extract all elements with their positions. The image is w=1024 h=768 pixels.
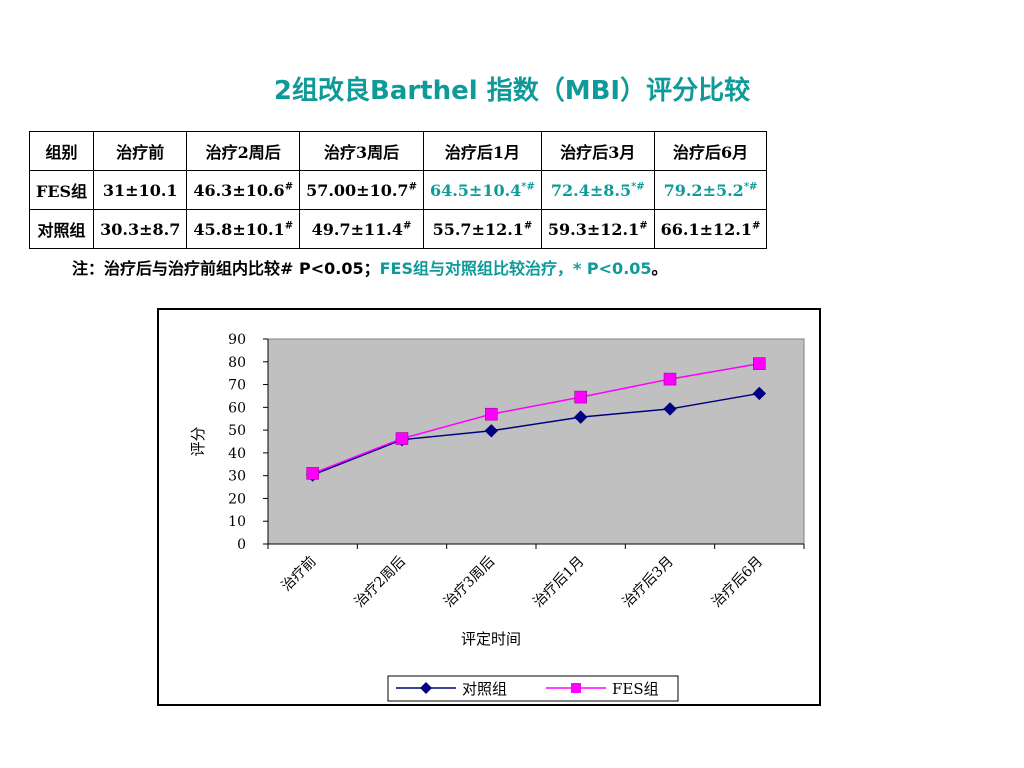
data-point-diamond bbox=[752, 386, 767, 401]
data-point-diamond bbox=[663, 402, 677, 416]
page-title: 2组改良Barthel 指数（MBI）评分比较 bbox=[273, 76, 751, 106]
x-tick-label: 治疗2周后 bbox=[352, 554, 409, 611]
header-cell: 治疗3周后 bbox=[299, 131, 424, 171]
data-point-square bbox=[395, 432, 409, 445]
x-tick-label: 治疗后3月 bbox=[620, 554, 677, 611]
footnote: 注：治疗后与治疗前组内比较# P<0.05；FES组与对照组比较治疗，* P<0… bbox=[72, 255, 668, 279]
series-line bbox=[312, 392, 760, 476]
note-end: 。 bbox=[651, 259, 668, 278]
y-tick-label: 50 bbox=[228, 423, 246, 439]
comparison-table: 组别 治疗前 治疗2周后 治疗3周后 治疗后1月 治疗后3月 治疗后6月 FES… bbox=[28, 131, 768, 249]
table-cell: 66.1±12.1# bbox=[653, 209, 768, 249]
x-tick-label: 治疗后1月 bbox=[530, 554, 587, 611]
legend-marker bbox=[571, 683, 581, 693]
series-layer bbox=[305, 357, 767, 482]
y-tick-label: 0 bbox=[237, 537, 246, 553]
legend-marker bbox=[420, 682, 432, 694]
table-cell: 55.7±12.1# bbox=[422, 209, 542, 249]
x-tick-label: 治疗3周后 bbox=[441, 554, 498, 611]
table-cell: 57.00±10.7# bbox=[299, 170, 424, 210]
table-cell: 31±10.1 bbox=[93, 170, 188, 210]
legend-label: FES组 bbox=[612, 680, 659, 698]
legend: 对照组 FES组 bbox=[387, 675, 679, 702]
chart-frame: 0 10 20 30 40 50 60 70 80 90 治疗前 治疗2周后 治疗3周后 治疗后1月 治疗后… bbox=[157, 308, 821, 706]
table-cell: 49.7±11.4# bbox=[299, 209, 424, 249]
data-point-square bbox=[485, 407, 498, 421]
y-tick-label: 60 bbox=[228, 400, 246, 416]
y-axis-label: 评分 bbox=[189, 426, 207, 456]
table-cell: 45.8±10.1# bbox=[186, 209, 301, 249]
x-axis-label: 评定时间 bbox=[461, 630, 521, 648]
legend-label: 对照组 bbox=[462, 680, 507, 698]
data-point-square bbox=[663, 372, 677, 386]
table-cell: 79.2±5.2*# bbox=[653, 170, 768, 210]
data-point-square bbox=[306, 467, 319, 480]
header-cell: 组别 bbox=[28, 131, 95, 171]
y-tick-label: 10 bbox=[228, 514, 246, 530]
y-tick-label: 70 bbox=[228, 378, 246, 394]
data-point-diamond bbox=[573, 410, 588, 424]
table-cell: 64.5±10.4*# bbox=[422, 170, 542, 210]
data-point-diamond bbox=[484, 424, 499, 438]
table-cell: 59.3±12.1# bbox=[540, 209, 655, 249]
table-cell: 72.4±8.5*# bbox=[540, 170, 655, 210]
note-within-group: 注：治疗后与治疗前组内比较# P<0.05； bbox=[72, 259, 380, 278]
table-cell: 46.3±10.6# bbox=[186, 170, 301, 210]
header-cell: 治疗后3月 bbox=[540, 131, 655, 171]
header-cell: 治疗后6月 bbox=[653, 131, 768, 171]
header-cell: 治疗2周后 bbox=[186, 131, 301, 171]
x-tick-label: 治疗后6月 bbox=[709, 554, 766, 611]
data-point-square bbox=[574, 390, 587, 404]
y-tick-label: 80 bbox=[228, 355, 246, 371]
row-label: FES组 bbox=[28, 170, 95, 210]
y-tick-label: 90 bbox=[228, 332, 246, 348]
y-tick-label: 30 bbox=[228, 469, 246, 485]
y-tick-label: 40 bbox=[228, 446, 246, 462]
note-pvalue: * P<0.05 bbox=[572, 259, 652, 278]
header-cell: 治疗后1月 bbox=[422, 131, 542, 171]
header-cell: 治疗前 bbox=[93, 131, 188, 171]
data-point-square bbox=[753, 357, 766, 370]
table-header-row: 组别 治疗前 治疗2周后 治疗3周后 治疗后1月 治疗后3月 治疗后6月 bbox=[28, 131, 768, 171]
row-label: 对照组 bbox=[28, 209, 95, 249]
table-row-control: 对照组 30.3±8.7 45.8±10.1# 49.7±11.4# 55.7±… bbox=[28, 209, 768, 249]
y-tick-label: 20 bbox=[228, 491, 246, 507]
table-cell: 30.3±8.7 bbox=[93, 209, 188, 249]
plot-area bbox=[267, 338, 805, 545]
note-between-group: FES组与对照组比较治疗， bbox=[379, 259, 573, 278]
series-line bbox=[312, 362, 760, 475]
table-row-fes: FES组 31±10.1 46.3±10.6# 57.00±10.7# 64.5… bbox=[28, 170, 768, 210]
x-tick-label: 治疗前 bbox=[278, 553, 320, 595]
